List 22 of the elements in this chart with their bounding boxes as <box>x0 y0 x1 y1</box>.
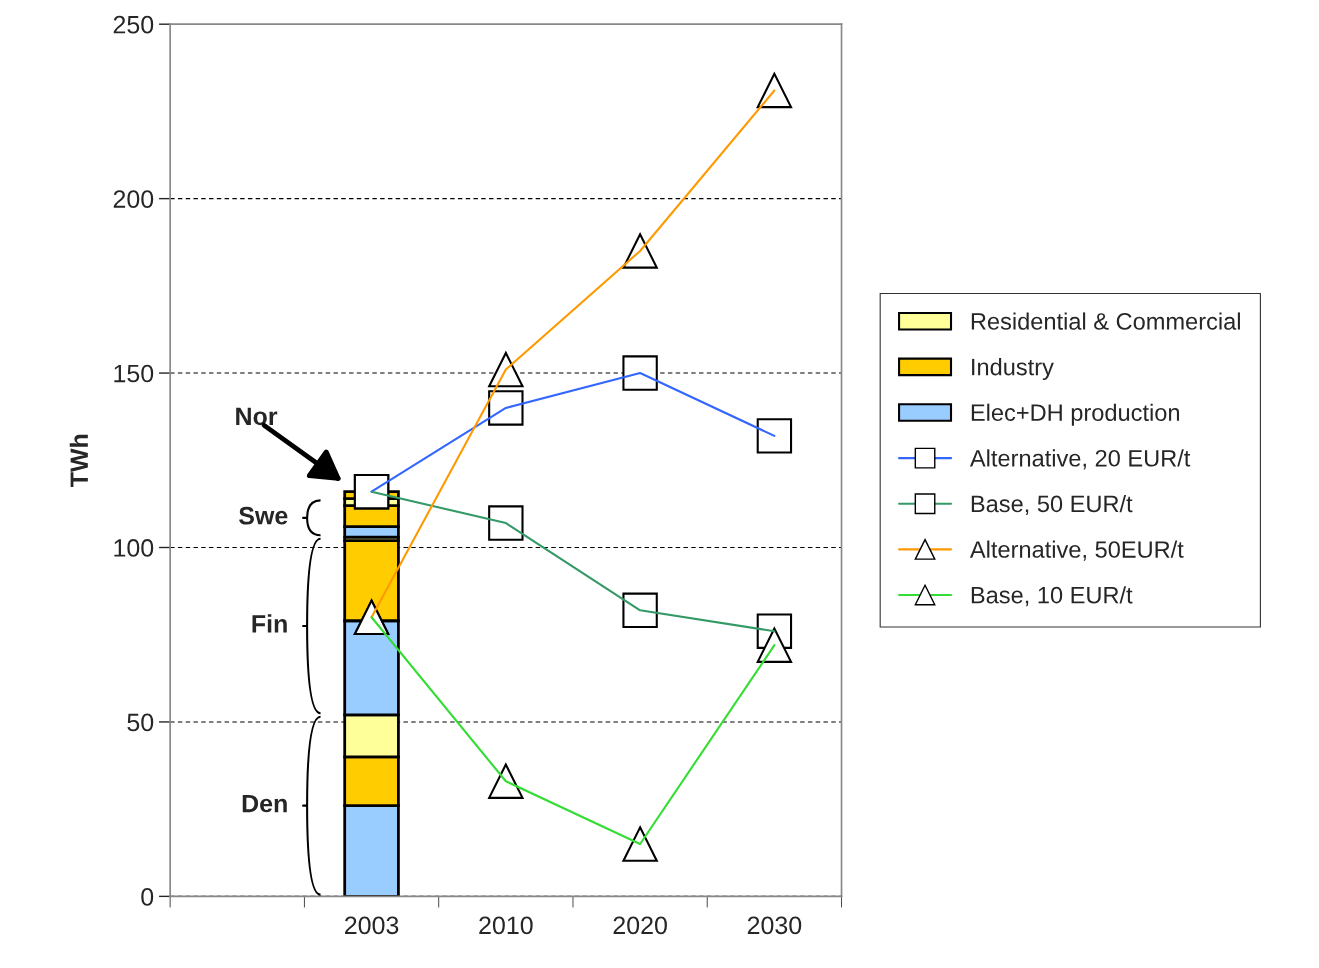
y-tick-label: 200 <box>113 190 154 208</box>
annotation: Nor <box>236 407 278 426</box>
annotation: Fin <box>252 614 287 633</box>
legend-label: Base, 10 EUR/t <box>971 586 1133 607</box>
y-axis-title: TWh <box>69 434 88 488</box>
legend-label: Industry <box>972 358 1054 381</box>
annotation: Den <box>242 794 287 813</box>
x-tick-label: 2020 <box>613 916 667 935</box>
legend-label: Residential & Commercial <box>971 312 1240 330</box>
y-tick-label: 150 <box>114 364 154 383</box>
legend-label: Elec+DH production <box>971 403 1180 426</box>
y-tick-label: 100 <box>114 539 154 557</box>
annotation: Swe <box>239 506 288 525</box>
legend-label: Alternative, 50EUR/t <box>969 540 1184 561</box>
x-tick-label: 2003 <box>345 916 399 935</box>
y-tick-label: 50 <box>127 713 154 732</box>
x-tick-label: 2030 <box>747 916 802 935</box>
y-tick-label: 0 <box>141 887 154 906</box>
y-tick-label: 250 <box>113 15 154 34</box>
x-tick-label: 2010 <box>479 916 533 935</box>
legend-label: Base, 50 EUR/t <box>971 494 1133 516</box>
legend-label: Alternative, 20 EUR/t <box>969 449 1191 470</box>
